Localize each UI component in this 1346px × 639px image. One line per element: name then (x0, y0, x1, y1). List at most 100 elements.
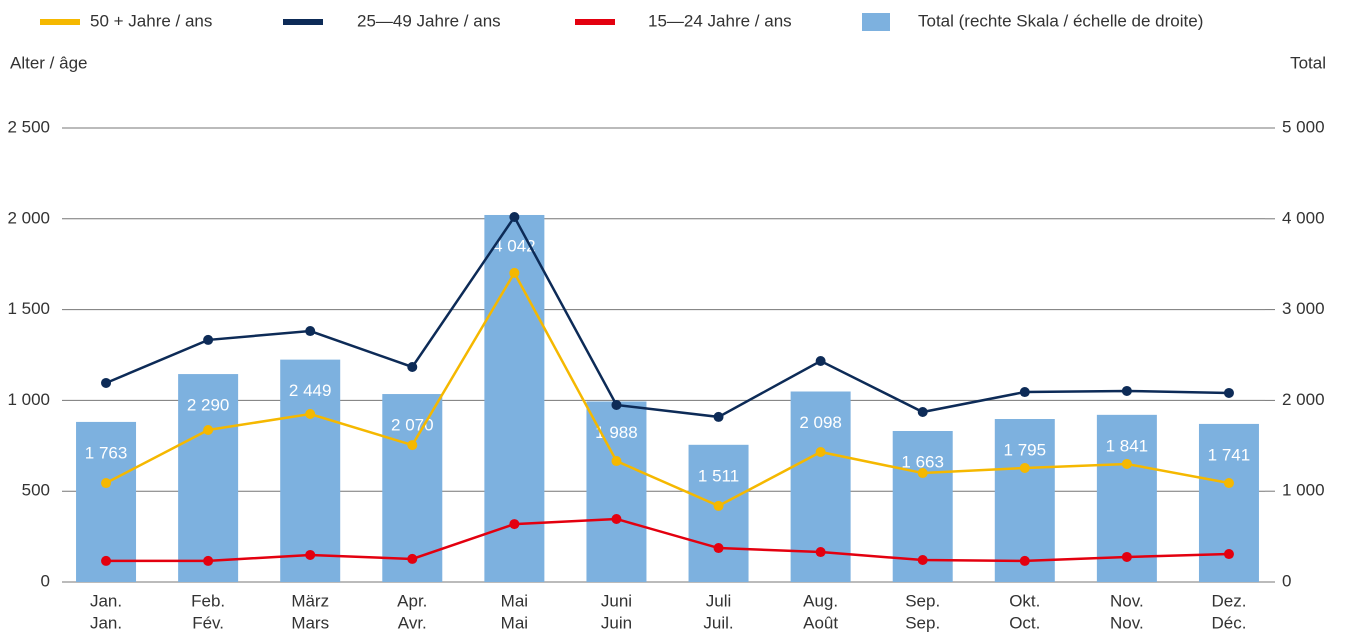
y-axis-title: Alter / âge (10, 53, 88, 72)
point (713, 411, 724, 422)
point (305, 549, 316, 560)
x-tick-label: März (291, 591, 329, 610)
line (106, 517, 1229, 563)
x-tick-label: Sep. (905, 591, 940, 610)
data-label: 1 988 (595, 423, 638, 442)
data-label: 2 449 (289, 381, 332, 400)
line (105, 270, 1230, 508)
bar (382, 394, 443, 582)
data-label: 1 663 (901, 452, 944, 471)
data-label: 2 290 (187, 396, 230, 415)
data-label: 2 098 (799, 413, 842, 432)
y2-tick-label: 2 000 (1282, 390, 1325, 409)
x-tick-label: Mars (291, 613, 329, 632)
data-label: 1 795 (1004, 440, 1047, 459)
y-tick-label: 2 000 (7, 208, 50, 227)
legend-label: 50 + Jahre / ans (90, 11, 212, 30)
point (815, 446, 826, 457)
legend-swatch (862, 13, 890, 31)
point (611, 399, 622, 410)
line (105, 214, 1229, 419)
point (1223, 549, 1234, 560)
point (203, 334, 214, 345)
data-label: 2 070 (391, 416, 434, 435)
point (1019, 387, 1030, 398)
point (1223, 478, 1234, 489)
point (509, 211, 520, 222)
x-tick-label: Sep. (905, 613, 940, 632)
x-tick-label: Okt. (1009, 591, 1040, 610)
y-tick-label: 500 (22, 481, 50, 500)
point (101, 478, 112, 489)
legend-label: 15—24 Jahre / ans (648, 11, 792, 30)
point (509, 267, 520, 278)
y2-tick-label: 5 000 (1282, 117, 1325, 136)
y2-axis-title: Total (1290, 53, 1326, 72)
x-tick-label: Apr. (397, 591, 427, 610)
point (713, 543, 724, 554)
point (407, 440, 418, 451)
point (305, 409, 316, 420)
x-tick-label: Feb. (191, 591, 225, 610)
y2-tick-label: 1 000 (1282, 481, 1325, 500)
x-tick-label: Dez. (1211, 591, 1246, 610)
x-tick-label: Jan. (90, 613, 122, 632)
point (1223, 387, 1234, 398)
x-tick-label: Mai (501, 613, 528, 632)
point (1121, 458, 1132, 469)
point (815, 355, 826, 366)
legend-swatch (40, 19, 80, 25)
point (611, 456, 622, 467)
data-label: 1 841 (1106, 436, 1149, 455)
x-tick-label: Juni (601, 591, 632, 610)
point (1019, 462, 1030, 473)
point (1121, 385, 1132, 396)
point (713, 500, 724, 511)
point (1019, 555, 1030, 566)
x-tick-label: Déc. (1211, 613, 1246, 632)
point (407, 361, 418, 372)
data-label: 1 511 (698, 466, 739, 485)
bar (586, 401, 647, 582)
point (203, 555, 214, 566)
point (203, 425, 214, 436)
y-tick-label: 0 (41, 571, 50, 590)
x-tick-label: Avr. (398, 613, 427, 632)
y-tick-label: 2 500 (7, 117, 50, 136)
bar (688, 444, 749, 582)
point (815, 547, 826, 558)
point (611, 513, 622, 524)
y2-tick-label: 4 000 (1282, 208, 1325, 227)
legend-swatch (283, 19, 323, 25)
x-tick-label: Juli (706, 591, 732, 610)
x-tick-label: Aug. (803, 591, 838, 610)
legend-label: Total (rechte Skala / échelle de droite) (918, 11, 1203, 30)
bar (994, 419, 1055, 582)
bar (178, 374, 239, 582)
point (305, 326, 316, 337)
bar (76, 421, 137, 582)
point (101, 377, 112, 388)
x-tick-label: Nov. (1110, 591, 1144, 610)
y2-tick-label: 0 (1282, 571, 1291, 590)
bar (280, 359, 341, 582)
x-tick-label: Oct. (1009, 613, 1040, 632)
data-label: 1 741 (1208, 445, 1251, 464)
x-tick-label: Mai (501, 591, 528, 610)
y-tick-label: 1 500 (7, 299, 50, 318)
legend-swatch (575, 19, 615, 25)
y2-tick-label: 3 000 (1282, 299, 1325, 318)
x-tick-label: Nov. (1110, 613, 1144, 632)
point (917, 407, 928, 418)
data-label: 1 763 (85, 443, 128, 462)
x-tick-label: Jan. (90, 591, 122, 610)
legend-label: 25—49 Jahre / ans (357, 11, 501, 30)
x-tick-label: Août (803, 613, 838, 632)
x-tick-label: Juin (601, 613, 632, 632)
point (101, 555, 112, 566)
x-tick-label: Juil. (703, 613, 733, 632)
data-label: 4 042 (493, 236, 536, 255)
point (1121, 551, 1132, 562)
